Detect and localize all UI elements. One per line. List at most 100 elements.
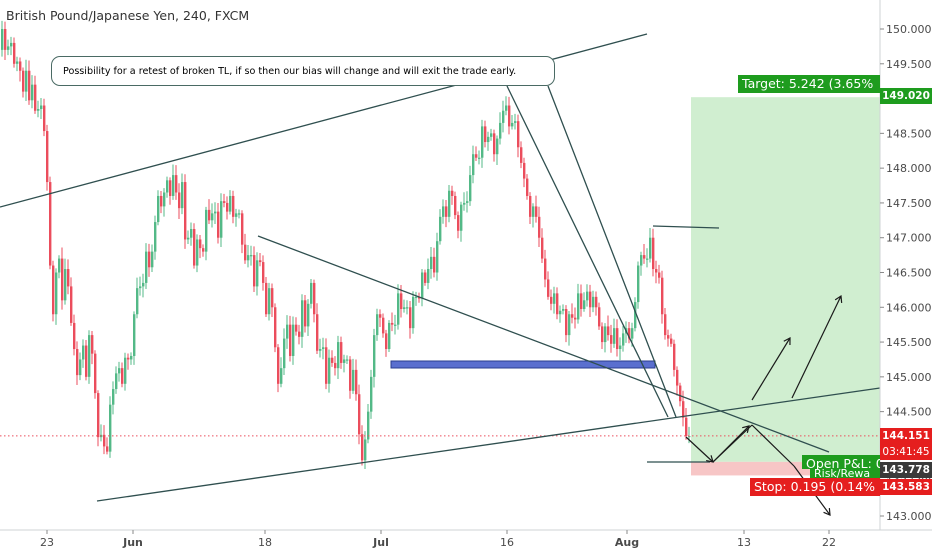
candle	[334, 356, 337, 376]
candle	[649, 228, 652, 263]
candle	[319, 338, 322, 358]
candle-body	[178, 192, 181, 209]
candle-body	[340, 342, 343, 363]
candle	[586, 284, 589, 307]
candle-body	[430, 256, 433, 270]
candle	[118, 361, 121, 382]
candle-body	[565, 309, 568, 336]
candle-body	[145, 251, 148, 283]
candle	[685, 407, 688, 440]
candle-body	[367, 411, 370, 440]
candle-body	[37, 109, 40, 111]
projection-arrow-up-3[interactable]	[791, 295, 842, 399]
candle-body	[250, 255, 253, 257]
candle-body	[406, 307, 409, 309]
candle-body	[172, 175, 175, 196]
candle	[28, 60, 31, 105]
projection-arrow-up-1[interactable]	[712, 425, 750, 463]
candle-body	[130, 355, 133, 360]
candle	[271, 283, 274, 317]
candle	[178, 183, 181, 219]
candle	[97, 390, 100, 447]
resistance-flag-line[interactable]	[652, 225, 720, 229]
candle-body	[385, 333, 388, 350]
candle-body	[475, 154, 478, 158]
candle-body	[91, 335, 94, 354]
candle	[538, 206, 541, 247]
candle-body	[499, 122, 502, 139]
candle	[496, 135, 499, 166]
candle	[658, 264, 661, 284]
candle	[607, 315, 610, 341]
candle	[235, 208, 238, 227]
candle	[568, 311, 571, 346]
candle	[457, 211, 460, 239]
candle	[580, 284, 583, 317]
candle	[106, 437, 109, 455]
candle	[415, 291, 418, 306]
candle-body	[109, 404, 112, 452]
candle	[382, 313, 385, 338]
candle	[484, 120, 487, 148]
candle-body	[64, 269, 67, 301]
arrowhead	[742, 425, 750, 433]
candle-body	[88, 335, 91, 377]
projection-path-segment[interactable]	[685, 436, 714, 463]
candle	[145, 243, 148, 290]
candle-body	[634, 302, 637, 329]
candle-body	[331, 357, 334, 363]
candle	[64, 258, 67, 305]
candle-body	[19, 61, 22, 71]
candle	[190, 222, 193, 246]
candle	[82, 339, 85, 368]
x-tick-label: 13	[737, 536, 751, 549]
candle	[58, 255, 61, 279]
candle	[316, 303, 319, 355]
candle-body	[640, 255, 643, 266]
candle	[292, 316, 295, 365]
support-zone-box[interactable]	[390, 360, 656, 369]
candle-body	[313, 282, 316, 315]
arrowhead	[834, 294, 843, 304]
candle-body	[58, 258, 61, 273]
candle-body	[193, 229, 196, 266]
candle	[592, 290, 595, 313]
candle	[466, 191, 469, 213]
callout-pointer-left[interactable]	[506, 85, 669, 418]
y-tick-label: 146.500	[886, 266, 932, 279]
candle-body	[28, 70, 31, 101]
callout-pointer-right[interactable]	[547, 85, 677, 418]
candle	[277, 344, 280, 393]
candle	[340, 336, 343, 369]
candle-body	[601, 326, 604, 343]
lower-channel-line[interactable]	[96, 387, 881, 502]
y-tick-label: 147.500	[886, 197, 932, 210]
candle-body	[289, 324, 292, 356]
candle	[517, 114, 520, 158]
candle-body	[1, 29, 4, 50]
descending-trendline[interactable]	[257, 235, 830, 453]
candle-body	[514, 121, 517, 123]
candle-body	[679, 385, 682, 402]
candle	[40, 98, 43, 120]
projection-arrow-up-2[interactable]	[751, 337, 791, 401]
candle	[589, 284, 592, 317]
candle	[223, 193, 226, 208]
candle-body	[460, 204, 463, 231]
y-tick-label: 150.000	[886, 23, 932, 36]
candle-body	[49, 182, 52, 266]
candle-body	[103, 434, 106, 447]
candle	[349, 356, 352, 399]
candle-body	[595, 296, 598, 308]
candle	[79, 352, 82, 381]
candle	[322, 337, 325, 360]
candle	[331, 350, 334, 367]
candle	[454, 191, 457, 220]
projection-path-segment[interactable]	[751, 424, 795, 467]
candle	[61, 247, 64, 310]
candle-body	[334, 362, 337, 369]
annotation-callout[interactable]: Possibility for a retest of broken TL, i…	[51, 56, 555, 86]
candle-body	[277, 347, 280, 384]
candle	[391, 312, 394, 332]
candle-body	[589, 291, 592, 308]
